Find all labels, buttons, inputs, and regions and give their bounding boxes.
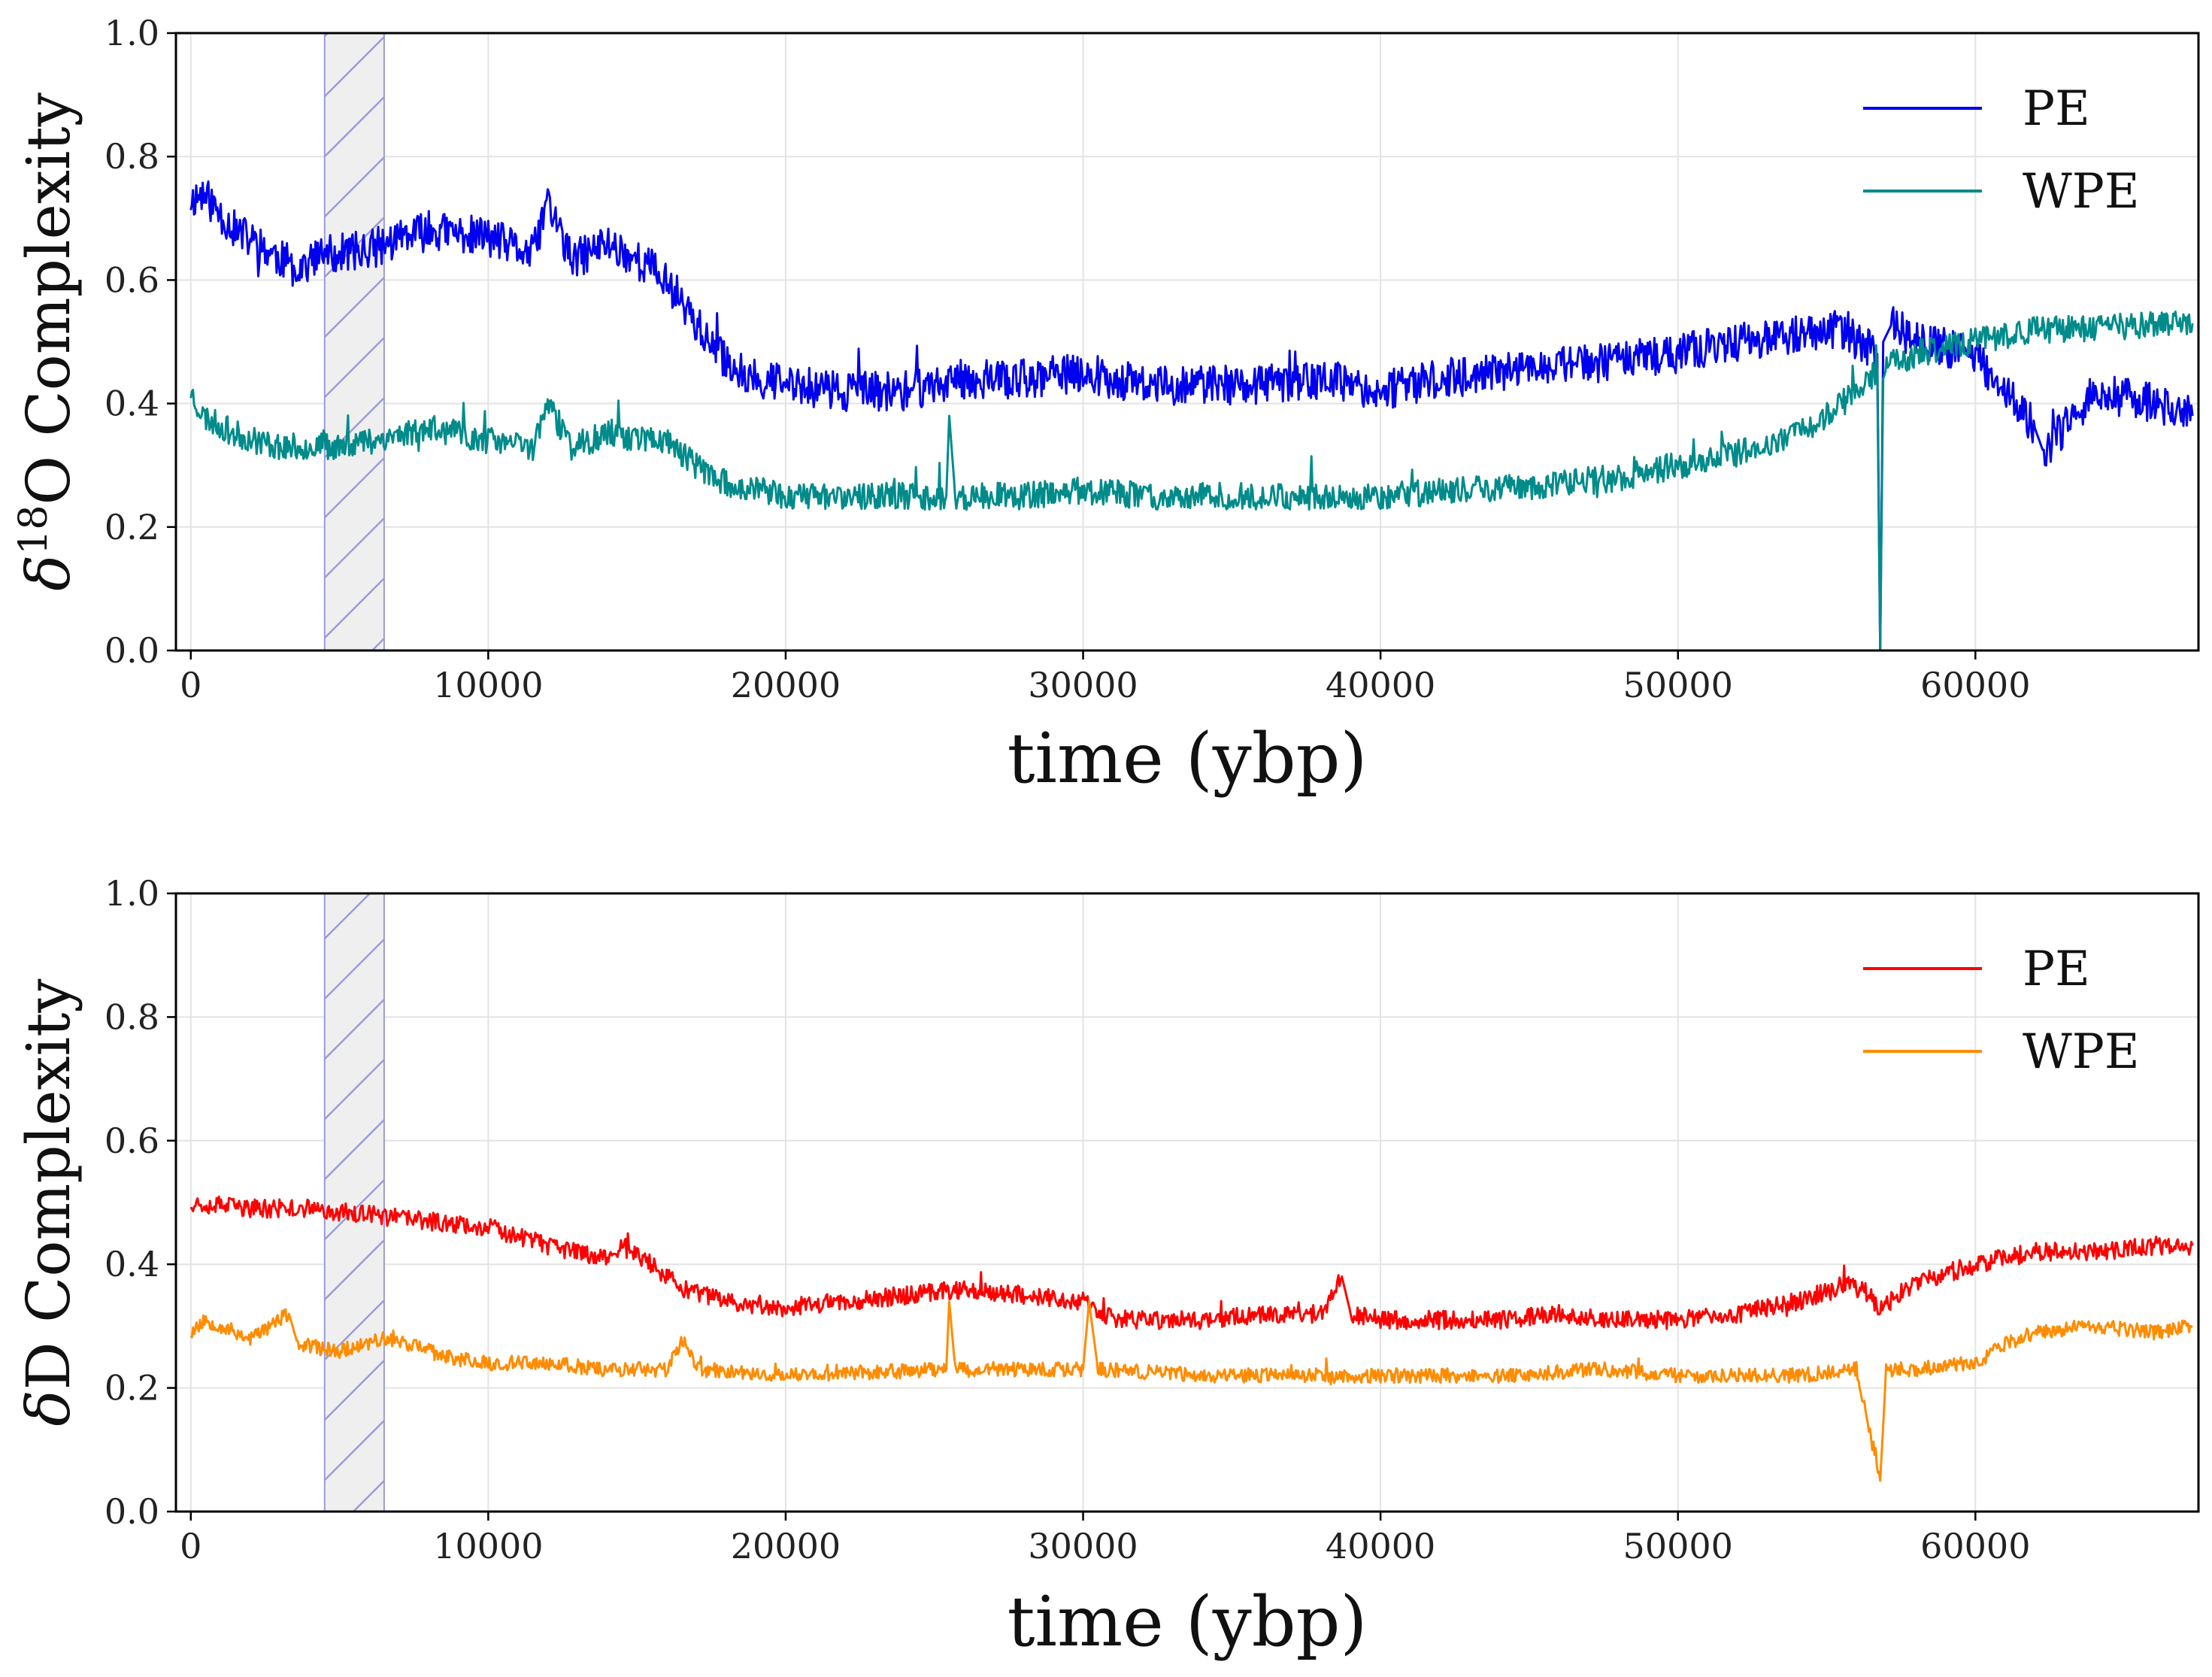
x-tick-label-1: 10000 [433, 1526, 543, 1566]
y-tick-label-2: 0.4 [105, 384, 159, 424]
axes-frame [174, 32, 2200, 652]
x-tick-label-1: 10000 [433, 665, 543, 705]
y-tick-label-5: 1.0 [105, 13, 159, 53]
x-axis-title: time (ybp) [1008, 1581, 1368, 1662]
y-tick-label-1: 0.2 [105, 507, 159, 547]
dd-complexity-chart: 0 10000 20000 30000 40000 50000 60000 0.0 0.2 0.4… [14, 873, 2200, 1662]
x-tick-label-5: 50000 [1623, 1526, 1733, 1566]
x-tick-label-0: 0 [180, 665, 202, 705]
axes-frame [174, 892, 2200, 1513]
series-line-pe [189, 180, 2194, 652]
y-axis-title-delta: δ [14, 555, 83, 591]
y-axis-title-text: D Complexity [14, 978, 83, 1390]
x-tick-label-6: 60000 [1920, 665, 2030, 705]
legend-label-wpe: WPE [2023, 1024, 2140, 1080]
shaded-band-hatch [324, 893, 384, 1512]
series-line-wpe [189, 1300, 2193, 1482]
x-tick-label-4: 40000 [1326, 665, 1435, 705]
x-tick-label-2: 20000 [731, 1526, 841, 1566]
y-tick-label-0: 0.0 [105, 1491, 159, 1532]
x-tick-label-3: 30000 [1028, 665, 1138, 705]
series-line-wpe [189, 310, 2194, 652]
series-line-pe [189, 1195, 2194, 1330]
x-tick-label-6: 60000 [1920, 1526, 2030, 1566]
x-axis-title: time (ybp) [1008, 718, 1368, 799]
d18o-complexity-chart: 0 10000 20000 30000 40000 50000 60000 0.0 0.2 0.4… [11, 13, 2200, 799]
y-tick-label-0: 0.0 [105, 630, 159, 671]
y-tick-label-4: 0.8 [105, 136, 159, 177]
legend-label-pe: PE [2023, 942, 2090, 997]
y-tick-label-2: 0.4 [105, 1244, 159, 1284]
y-tick-label-1: 0.2 [105, 1368, 159, 1409]
y-tick-label-3: 0.6 [105, 259, 159, 300]
x-tick-label-2: 20000 [731, 665, 841, 705]
x-tick-label-3: 30000 [1028, 1526, 1138, 1566]
shaded-band-hatch [324, 33, 384, 650]
y-axis-title: δD Complexity [14, 978, 83, 1426]
y-axis-title-text: O Complexity [14, 92, 83, 505]
y-axis-title: δ18O Complexity [11, 92, 83, 591]
y-axis-title-delta: δ [14, 1390, 83, 1426]
x-tick-label-5: 50000 [1623, 665, 1733, 705]
x-tick-label-4: 40000 [1326, 1526, 1435, 1566]
x-tick-label-0: 0 [180, 1526, 202, 1566]
legend-label-pe: PE [2023, 81, 2090, 137]
y-tick-label-3: 0.6 [105, 1121, 159, 1161]
legend-label-wpe: WPE [2023, 164, 2140, 220]
y-tick-label-4: 0.8 [105, 996, 159, 1037]
y-axis-title-superscript: 18 [11, 505, 56, 555]
y-tick-label-5: 1.0 [105, 873, 159, 914]
